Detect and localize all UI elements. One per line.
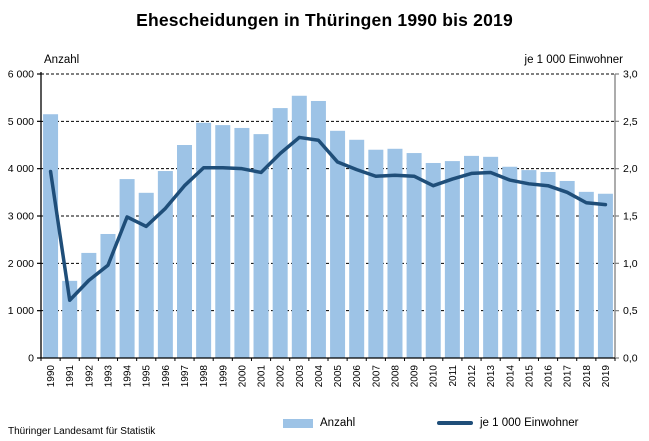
right-axis-tick-label: 1,5 xyxy=(623,211,638,223)
x-tick-label-2017: 2017 xyxy=(563,365,574,388)
left-axis-tick-label: 3 000 xyxy=(8,211,34,223)
bar-1999 xyxy=(215,125,231,358)
x-tick-label-1998: 1998 xyxy=(199,365,210,388)
bar-1994 xyxy=(119,179,135,358)
x-tick-label-1990: 1990 xyxy=(46,365,57,388)
x-tick-label-1991: 1991 xyxy=(65,365,76,388)
chart-plot: 6 000 5 000 4 000 3 000 2 000 1 000 0 3,0 2,5 2,0… xyxy=(8,70,638,388)
x-tick-label-1994: 1994 xyxy=(123,365,134,388)
x-tick-label-2006: 2006 xyxy=(352,365,363,388)
right-axis-tick-label: 0,5 xyxy=(623,305,638,317)
bar-2016 xyxy=(540,171,556,358)
bar-2007 xyxy=(368,149,384,358)
right-axis-tick-label: 2,5 xyxy=(623,116,638,128)
right-axis-tick-label: 2,0 xyxy=(623,163,638,175)
bar-2001 xyxy=(253,134,269,358)
left-axis-tick-label: 2 000 xyxy=(8,258,34,270)
bar-1990 xyxy=(43,114,59,358)
x-tick-label-2010: 2010 xyxy=(429,365,440,388)
x-tick-label-2015: 2015 xyxy=(524,365,535,388)
bar-2009 xyxy=(406,153,422,358)
bar-1996 xyxy=(157,171,173,358)
x-tick-label-2002: 2002 xyxy=(276,365,287,388)
right-axis-tick-label: 0,0 xyxy=(623,353,638,365)
bar-2004 xyxy=(310,100,326,359)
x-tick-label-2011: 2011 xyxy=(448,365,459,387)
x-tick-label-1997: 1997 xyxy=(180,365,191,388)
x-tick-label-1999: 1999 xyxy=(218,365,229,388)
bar-1997 xyxy=(177,145,192,358)
bar-2011 xyxy=(444,161,460,358)
left-axis-tick-label: 0 xyxy=(28,353,34,365)
right-axis-title: je 1 000 Einwohner xyxy=(524,54,623,66)
right-axis-tick-label: 3,0 xyxy=(623,70,638,81)
x-tick-label-1996: 1996 xyxy=(161,365,172,388)
legend-item-je1000: je 1 000 Einwohner xyxy=(437,416,578,430)
x-tick-label-2018: 2018 xyxy=(582,365,593,388)
x-tick-label-2019: 2019 xyxy=(601,365,612,388)
x-tick-label-2003: 2003 xyxy=(295,365,306,388)
x-tick-label-2016: 2016 xyxy=(544,365,555,388)
bar-2006 xyxy=(349,139,365,358)
x-tick-label-2004: 2004 xyxy=(314,365,325,388)
chart-title: Ehescheidungen in Thüringen 1990 bis 201… xyxy=(136,10,513,30)
bar-2017 xyxy=(559,180,575,358)
x-tick-label-2014: 2014 xyxy=(505,365,516,388)
x-tick-label-2001: 2001 xyxy=(257,365,268,388)
x-tick-label-1995: 1995 xyxy=(142,365,153,388)
bar-2018 xyxy=(578,191,594,358)
x-tick-label-2005: 2005 xyxy=(333,365,344,388)
legend-line-swatch-icon xyxy=(437,421,473,425)
left-axis-tick-label: 5 000 xyxy=(8,116,34,128)
trend-line xyxy=(48,135,608,302)
x-tick-label-2007: 2007 xyxy=(371,365,382,388)
bar-1998 xyxy=(196,122,212,358)
left-axis-tick-label: 4 000 xyxy=(8,163,34,175)
bar-2010 xyxy=(425,162,441,358)
left-axis-title: Anzahl xyxy=(44,54,80,66)
bar-2013 xyxy=(483,156,499,358)
bar-1995 xyxy=(138,192,154,358)
legend-bar-label: Anzahl xyxy=(320,417,356,429)
x-tick-label-2008: 2008 xyxy=(390,365,401,388)
bar-1991 xyxy=(62,280,78,358)
x-tick-label-1993: 1993 xyxy=(103,365,114,388)
bar-2008 xyxy=(387,148,403,358)
x-tick-label-2009: 2009 xyxy=(410,365,421,388)
left-axis-tick-label: 6 000 xyxy=(8,70,34,81)
source-label: Thüringer Landesamt für Statistik xyxy=(8,426,156,437)
bar-2019 xyxy=(597,193,613,358)
x-tick-label-2013: 2013 xyxy=(486,365,497,388)
x-tick-label-2000: 2000 xyxy=(237,365,248,388)
bar-1993 xyxy=(100,233,116,358)
bar-2014 xyxy=(502,166,518,358)
bar-2005 xyxy=(330,130,346,358)
bar-2015 xyxy=(521,170,537,358)
x-tick-label-1992: 1992 xyxy=(84,365,95,388)
bar-2002 xyxy=(272,108,288,358)
bar-1992 xyxy=(81,252,97,358)
legend-item-anzahl: Anzahl xyxy=(283,416,355,430)
legend-bar-swatch-icon xyxy=(283,418,313,428)
x-tick-label-2012: 2012 xyxy=(467,365,478,388)
bar-2000 xyxy=(234,127,250,359)
bar-2012 xyxy=(464,155,479,358)
legend-line-label: je 1 000 Einwohner xyxy=(480,417,579,429)
left-axis-tick-label: 1 000 xyxy=(8,305,34,317)
right-axis-tick-label: 1,0 xyxy=(623,258,638,270)
bar-2003 xyxy=(291,95,307,358)
